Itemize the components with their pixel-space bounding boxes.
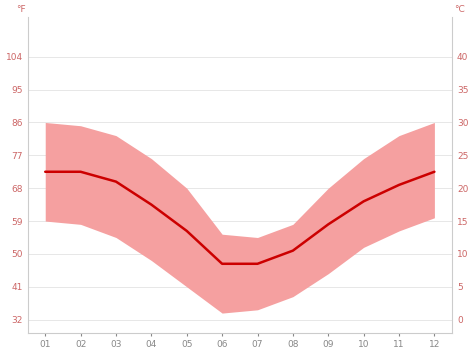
Text: °F: °F <box>16 5 26 14</box>
Text: °C: °C <box>454 5 465 14</box>
